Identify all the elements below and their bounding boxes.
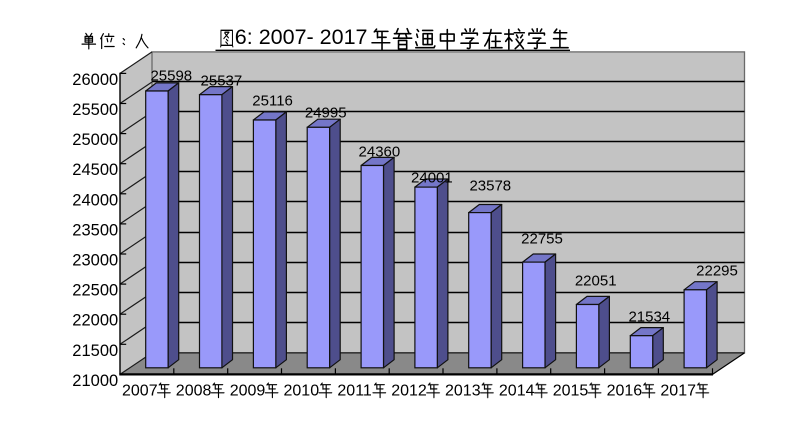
- svg-text:2007: 2007: [122, 383, 158, 400]
- svg-text:25000: 25000: [72, 131, 118, 149]
- svg-text:23578: 23578: [469, 177, 511, 194]
- svg-text:26000: 26000: [72, 71, 118, 89]
- svg-text:24001: 24001: [411, 170, 453, 187]
- svg-text:23500: 23500: [72, 221, 118, 239]
- svg-text:25116: 25116: [252, 93, 293, 110]
- svg-text:2009: 2009: [230, 383, 266, 400]
- svg-text:24995: 24995: [305, 105, 347, 122]
- svg-text:25537: 25537: [201, 72, 243, 89]
- svg-text:24360: 24360: [359, 144, 401, 161]
- svg-text:22051: 22051: [575, 273, 617, 290]
- svg-text:25598: 25598: [150, 68, 192, 85]
- svg-text:22295: 22295: [696, 262, 738, 279]
- svg-text:22000: 22000: [72, 312, 118, 330]
- svg-text:2017: 2017: [660, 383, 696, 400]
- svg-text:22755: 22755: [521, 230, 563, 247]
- svg-text:2010: 2010: [284, 383, 320, 400]
- svg-text:25500: 25500: [72, 101, 118, 119]
- svg-text:22500: 22500: [72, 282, 118, 300]
- svg-text:2011: 2011: [337, 383, 372, 400]
- svg-text:21000: 21000: [72, 372, 118, 390]
- svg-text:2012: 2012: [391, 383, 427, 400]
- svg-text:24000: 24000: [72, 191, 118, 209]
- svg-text:2016: 2016: [607, 383, 643, 400]
- svg-text:21500: 21500: [72, 342, 118, 360]
- svg-text:2008: 2008: [176, 383, 212, 400]
- svg-text:6: 2007- 2017: 6: 2007- 2017: [235, 25, 368, 49]
- svg-text:23000: 23000: [72, 252, 118, 270]
- svg-text:2013: 2013: [445, 383, 481, 400]
- svg-text:24500: 24500: [72, 161, 118, 179]
- svg-text:2014: 2014: [499, 383, 535, 400]
- svg-text:21534: 21534: [628, 308, 670, 325]
- svg-text:2015: 2015: [553, 383, 589, 400]
